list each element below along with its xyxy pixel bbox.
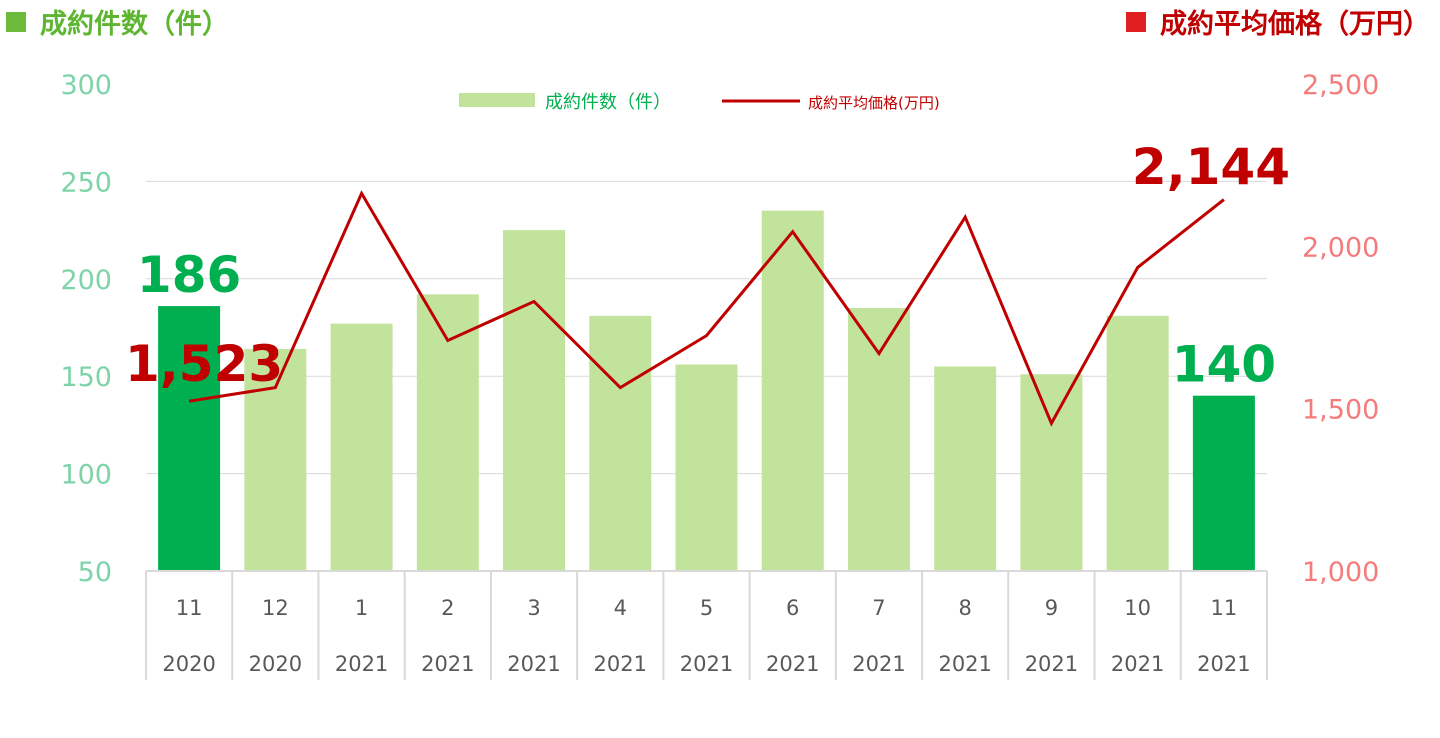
price-line — [188, 190, 1225, 427]
bar — [503, 230, 566, 571]
x-tick-month: 12 — [262, 596, 289, 620]
left-tick-label: 50 — [78, 557, 112, 588]
legend-bar-label: 成約件数（件） — [545, 92, 671, 113]
x-tick-month: 2 — [441, 596, 454, 620]
x-tick-year: 2021 — [852, 652, 905, 676]
x-tick-month: 4 — [614, 596, 627, 620]
x-tick-month: 10 — [1124, 596, 1151, 620]
x-tick-month: 11 — [1211, 596, 1238, 620]
line-value-label-last: 2,144 — [1132, 138, 1290, 196]
left-axis-title-text: 成約件数（件） — [40, 9, 229, 40]
x-tick-year: 2021 — [335, 652, 388, 676]
bar — [934, 366, 997, 571]
left-axis-title: 成約件数（件） — [6, 2, 229, 41]
bar — [675, 364, 738, 571]
left-tick-label: 200 — [60, 265, 112, 296]
x-tick-year: 2021 — [1197, 652, 1250, 676]
bar-series — [158, 210, 1255, 571]
x-tick-month: 1 — [355, 596, 368, 620]
x-tick-month: 9 — [1045, 596, 1058, 620]
legend-bar-swatch — [459, 93, 535, 107]
x-tick-month: 3 — [527, 596, 540, 620]
x-tick-year: 2021 — [1025, 652, 1078, 676]
bar — [847, 308, 910, 571]
line-value-label-first: 1,523 — [125, 335, 283, 393]
x-tick-month: 8 — [959, 596, 972, 620]
left-tick-label: 300 — [60, 70, 112, 101]
x-tick-year: 2020 — [249, 652, 302, 676]
right-tick-label: 2,500 — [1302, 70, 1379, 101]
left-tick-label: 250 — [60, 167, 112, 198]
bar — [416, 294, 479, 571]
bar-value-label-last: 140 — [1172, 336, 1276, 394]
x-tick-year: 2021 — [1111, 652, 1164, 676]
bar — [589, 315, 652, 571]
x-tick-year: 2020 — [162, 652, 215, 676]
x-tick-month: 11 — [176, 596, 203, 620]
right-axis-title: 成約平均価格（万円） — [1126, 2, 1430, 41]
line-series — [188, 190, 1225, 427]
right-tick-label: 1,000 — [1302, 557, 1379, 588]
bar — [1192, 395, 1255, 571]
x-tick-year: 2021 — [507, 652, 560, 676]
x-tick-month: 7 — [872, 596, 885, 620]
legend-line-label: 成約平均価格(万円) — [808, 94, 940, 112]
x-tick-month: 6 — [786, 596, 799, 620]
x-tick-year: 2021 — [594, 652, 647, 676]
left-tick-label: 150 — [60, 362, 112, 393]
data-labels: 186 140 1,523 2,144 — [125, 138, 1290, 394]
right-tick-label: 1,500 — [1302, 395, 1379, 426]
legend: 成約件数（件） 成約平均価格(万円) — [459, 92, 940, 113]
bar — [1106, 315, 1169, 571]
green-square-icon — [6, 11, 26, 32]
x-tick-year: 2021 — [421, 652, 474, 676]
bar — [158, 306, 221, 571]
right-tick-label: 2,000 — [1302, 232, 1379, 263]
left-tick-label: 100 — [60, 460, 112, 491]
x-tick-year: 2021 — [680, 652, 733, 676]
bar — [1020, 374, 1083, 571]
red-square-icon — [1126, 11, 1146, 32]
axes: 11 2020 12 2020 1 2021 2 2021 3 2021 4 2021 5 2021 6 20… — [60, 70, 1379, 680]
bar — [761, 210, 824, 571]
x-tick-year: 2021 — [766, 652, 819, 676]
x-tick-year: 2021 — [938, 652, 991, 676]
bar — [330, 323, 393, 571]
x-tick-month: 5 — [700, 596, 713, 620]
bar-value-label-first: 186 — [137, 246, 241, 304]
right-axis-title-text: 成約平均価格（万円） — [1160, 9, 1430, 40]
